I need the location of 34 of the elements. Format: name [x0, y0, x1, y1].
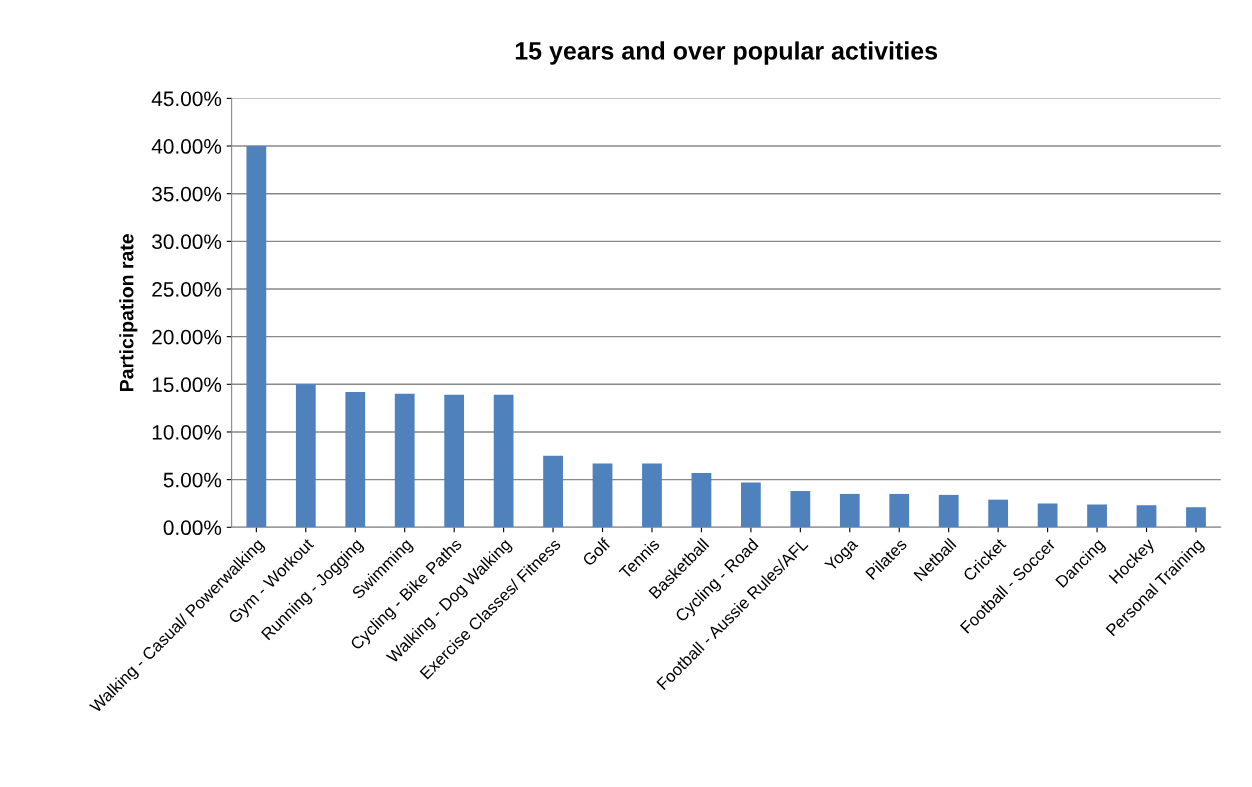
- y-tick-label: 15.00%: [152, 377, 222, 393]
- y-tick-label: 5.00%: [163, 472, 222, 488]
- x-tick-label: Yoga: [824, 537, 861, 575]
- bar: [295, 384, 316, 528]
- bar: [592, 463, 613, 528]
- bar: [1136, 505, 1157, 528]
- bar: [691, 472, 712, 528]
- bar: [543, 455, 563, 528]
- bar: [1186, 507, 1206, 528]
- bar: [839, 493, 860, 528]
- y-tick-label: 25.00%: [152, 282, 222, 297]
- bar: [246, 146, 267, 528]
- bar: [642, 463, 662, 528]
- chart-title: 15 years and over popular activities: [515, 41, 938, 65]
- bar: [493, 394, 514, 528]
- x-tick-label: Golf: [581, 536, 612, 567]
- y-tick-label: 30.00%: [152, 234, 222, 250]
- bar: [938, 494, 959, 528]
- y-axis-title: Participation rate: [119, 234, 138, 391]
- y-tick-label: 20.00%: [152, 329, 222, 345]
- y-tick-label: 40.00%: [151, 139, 222, 154]
- bar: [741, 482, 761, 528]
- bar: [790, 491, 811, 528]
- y-tick-label: 35.00%: [152, 186, 222, 202]
- y-tick-label: 45.00%: [151, 91, 222, 107]
- bar: [1087, 504, 1107, 528]
- y-tick-label: 0.00%: [163, 520, 222, 536]
- bar: [394, 393, 415, 528]
- bar: [1037, 503, 1058, 528]
- y-tick-label: 10.00%: [152, 424, 222, 440]
- bar: [444, 394, 465, 528]
- bar: [988, 499, 1009, 528]
- bar: [345, 391, 366, 528]
- bar: [889, 493, 910, 528]
